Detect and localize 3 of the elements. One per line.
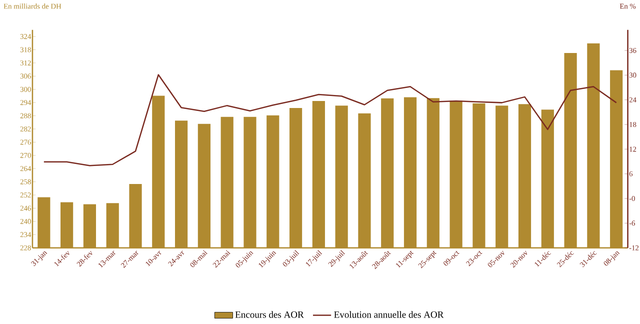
legend-label: Evolution annuelle des AOR [334,311,444,318]
line-series [43,74,617,166]
legend-label: Encours des AOR [235,311,304,318]
